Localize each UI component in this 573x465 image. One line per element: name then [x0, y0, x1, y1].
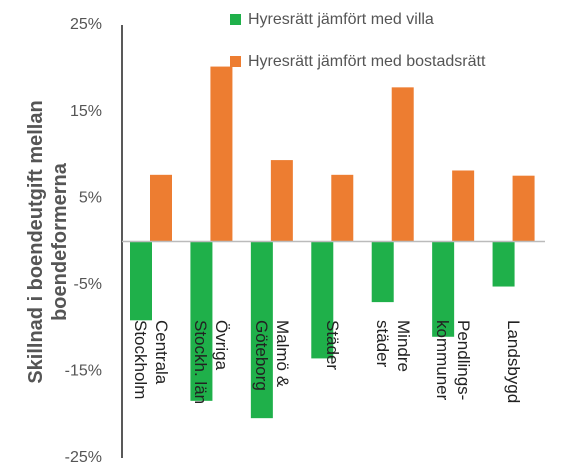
y-tick-label: -25%: [65, 449, 102, 465]
x-tick-label: Mindre städer: [372, 320, 413, 372]
bar: [331, 174, 354, 242]
bar: [512, 175, 535, 242]
bar: [270, 160, 293, 242]
y-tick-label: -5%: [74, 276, 102, 293]
y-tick-label: 25%: [70, 16, 102, 33]
x-tick-label: Malmö & Göteborg: [251, 320, 292, 391]
bar: [250, 241, 273, 419]
bar: [371, 241, 394, 303]
bar: [210, 66, 233, 242]
bar: [452, 170, 475, 242]
bar: [432, 241, 455, 337]
y-tick-label: 15%: [70, 103, 102, 120]
bar: [190, 241, 213, 401]
x-tick-label: Landsbygd: [504, 320, 524, 404]
bar: [492, 241, 515, 287]
y-tick-label: 5%: [79, 189, 102, 206]
legend-label: Hyresrätt jämfört med bostadsrätt: [248, 53, 486, 70]
legend-swatch: [230, 14, 241, 25]
y-axis-title: Skillnad i boendeutgift mellan boendefor…: [25, 100, 71, 384]
legend-swatch: [230, 56, 241, 67]
x-tick-label: Övriga Stockh. län: [191, 320, 232, 405]
bar: [150, 174, 172, 242]
x-tick-label: Centrala Stockholm: [131, 320, 171, 400]
legend-label: Hyresrätt jämfört med villa: [248, 11, 434, 28]
bar: [311, 241, 334, 359]
x-tick-label: Pendlings- kommuner: [433, 320, 474, 401]
bar: [130, 241, 152, 321]
x-tick-label: Städer: [322, 320, 342, 371]
y-tick-label: -15%: [65, 363, 102, 380]
bar: [391, 87, 414, 242]
